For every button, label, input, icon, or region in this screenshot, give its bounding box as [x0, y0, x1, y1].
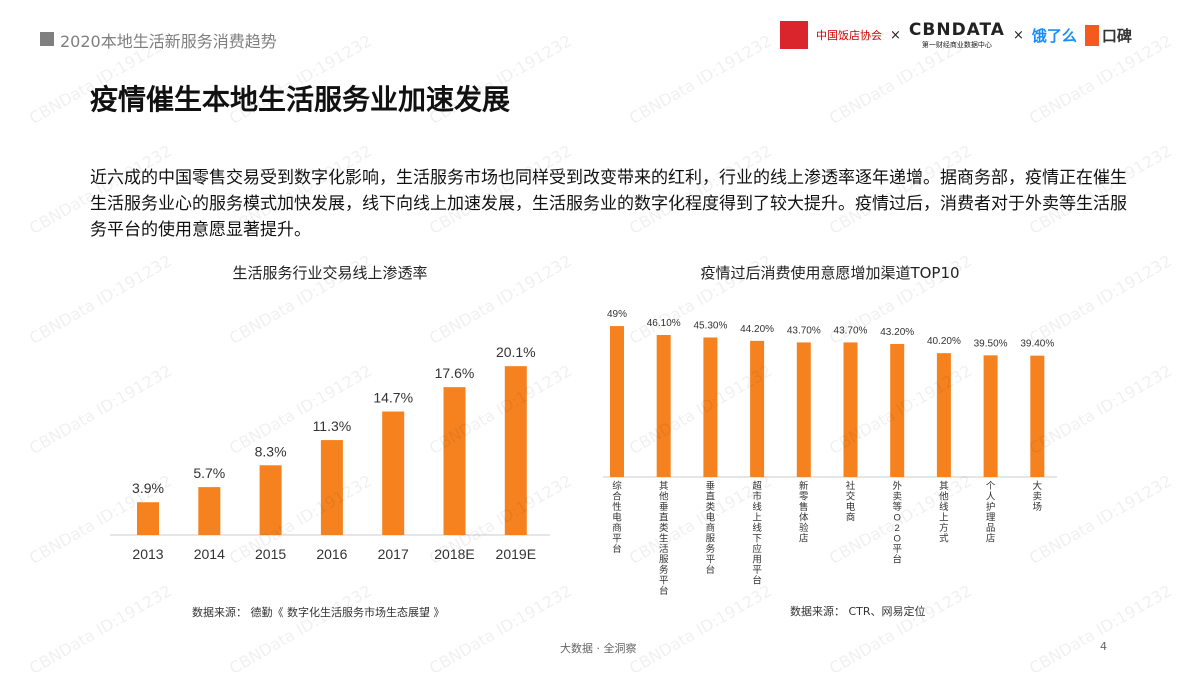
x-tick-label: 其他垂直类生活服务平台: [659, 481, 669, 597]
watermark: CBNData ID:191232: [26, 581, 175, 678]
separator: ×: [890, 27, 901, 43]
data-label: 8.3%: [255, 443, 287, 459]
chart-2: 49% 综合性电商平台 46.10% 其他垂直类生活服务平台 45.30% 垂直类电商服务…: [603, 309, 1057, 597]
bar: [796, 342, 811, 477]
data-label: 39.50%: [974, 338, 1008, 349]
x-tick-label: 外卖等 O 2 O 平台: [892, 480, 902, 566]
data-label: 17.6%: [435, 365, 475, 381]
bar: [610, 326, 624, 477]
watermark: CBNData ID:191232: [426, 581, 575, 678]
x-tick-label: 个人护理品店: [986, 481, 996, 545]
x-tick-label: 垂直类电商服务平台: [706, 480, 716, 576]
bar: [443, 387, 466, 535]
data-label: 43.70%: [834, 325, 868, 336]
bar: [656, 335, 671, 477]
page-title: 疫情催生本地生活服务业加速发展: [90, 83, 511, 116]
logo-hotel-association: 中国饭店协会: [816, 29, 882, 42]
data-label: 39.40%: [1020, 339, 1054, 350]
bar: [936, 353, 951, 477]
bar: [983, 355, 998, 477]
bar: [703, 337, 718, 477]
x-tick-label: 2019E: [496, 546, 536, 562]
chart-1-source: 数据来源： 德勤《 数字化生活服务市场生态展望 》: [192, 606, 445, 619]
x-tick-label: 超市线上线下应用平台: [752, 480, 762, 587]
data-label: 49%: [607, 309, 627, 320]
x-tick-label: 大卖场: [1033, 480, 1043, 513]
x-tick-label: 社交电商: [846, 480, 856, 524]
chart-1: 3.9% 2013 5.7% 2014 8.3% 2015 11.3% 2016 14.7% 20…: [110, 344, 550, 562]
data-label: 5.7%: [193, 465, 225, 481]
x-tick-label: 2013: [132, 546, 163, 562]
bar: [198, 487, 221, 535]
bar: [504, 366, 527, 535]
data-label: 40.20%: [927, 336, 961, 347]
bar: [137, 502, 159, 535]
x-tick-label: 2014: [194, 546, 225, 562]
cbndata-logo: CBNDATA 第一财经商业数据中心: [908, 20, 1005, 49]
body-text: 近六成的中国零售交易受到数字化影响，生活服务市场也同样受到改变带来的红利，行业的…: [90, 168, 1127, 240]
watermark: CBNData ID:191232: [626, 31, 775, 128]
chart-2-source: 数据来源： CTR、网易定位: [790, 605, 926, 618]
x-tick-label: 其他线上方式: [939, 481, 949, 545]
footer-tagline: 大数据 · 全洞察: [560, 642, 637, 655]
data-label: 43.20%: [880, 327, 914, 338]
page-number: 4: [1100, 640, 1107, 653]
bar: [843, 342, 858, 477]
x-tick-label: 2016: [316, 546, 347, 562]
chart-1-title: 生活服务行业交易线上渗透率: [232, 264, 428, 282]
x-tick-label: 2017: [378, 546, 409, 562]
chart-2-title: 疫情过后消费使用意愿增加渠道TOP10: [700, 264, 960, 282]
bar: [750, 340, 765, 477]
header-square-icon: [40, 32, 54, 46]
data-label: 3.9%: [132, 480, 164, 496]
data-label: 14.7%: [373, 390, 413, 406]
bar: [1030, 355, 1045, 477]
bar: [890, 343, 905, 477]
data-label: 44.20%: [740, 324, 774, 335]
data-label: 45.30%: [693, 320, 727, 331]
bar: [259, 465, 282, 535]
x-tick-label: 2018E: [434, 546, 474, 562]
report-title: 2020本地生活新服务消费趋势: [60, 32, 277, 51]
data-label: 43.70%: [787, 325, 821, 336]
data-label: 46.10%: [647, 318, 681, 329]
logo-bar: 中国饭店协会 × CBNDATA 第一财经商业数据中心 × 饿了么 口碑: [780, 20, 1132, 50]
bar: [382, 411, 405, 535]
data-label: 20.1%: [496, 344, 536, 360]
hotel-association-logo-icon: [780, 21, 808, 49]
eleme-logo: 饿了么: [1031, 26, 1077, 45]
bar: [320, 440, 343, 535]
x-tick-label: 2015: [255, 546, 286, 562]
koubei-logo: 口碑: [1084, 24, 1132, 46]
watermark: CBNData ID:191232: [226, 581, 375, 678]
separator: ×: [1012, 27, 1024, 43]
x-tick-label: 新零售体验店: [799, 480, 809, 545]
data-label: 11.3%: [313, 418, 352, 434]
x-tick-label: 综合性电商平台: [612, 480, 622, 555]
